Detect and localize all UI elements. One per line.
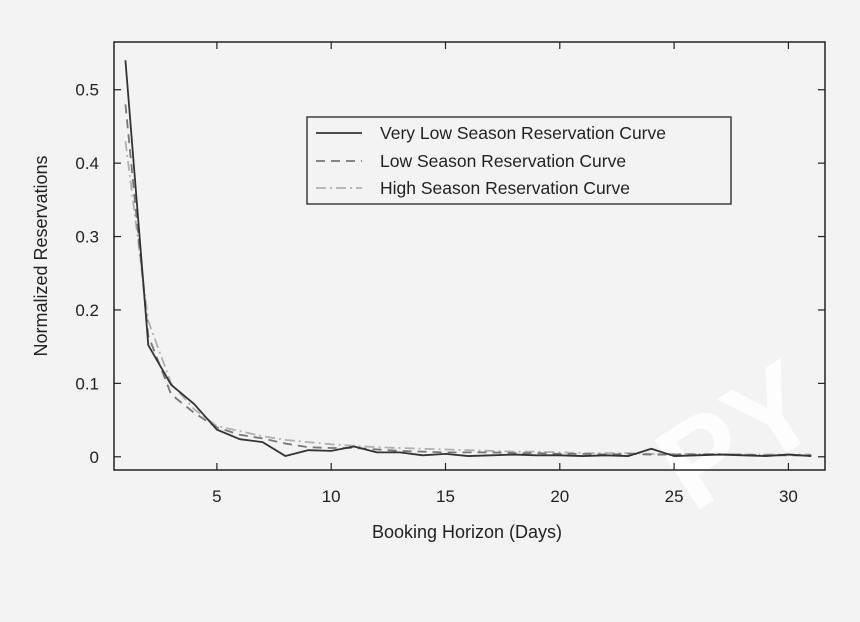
y-tick-label: 0.4 — [75, 154, 99, 173]
x-tick-label: 30 — [779, 487, 798, 506]
legend-label-low: Low Season Reservation Curve — [380, 151, 626, 171]
y-tick-label: 0.5 — [75, 81, 99, 100]
x-tick-label: 5 — [212, 487, 221, 506]
x-tick-label: 15 — [436, 487, 455, 506]
y-tick-label: 0 — [90, 448, 99, 467]
x-axis-title: Booking Horizon (Days) — [372, 522, 562, 542]
y-tick-label: 0.3 — [75, 228, 99, 247]
legend: Very Low Season Reservation Curve Low Se… — [306, 116, 732, 205]
plot-area — [113, 41, 826, 471]
series-line-dashdot — [124, 140, 812, 456]
axis-ticks: 5 10 15 20 25 30 0 0.1 0.2 0.3 0.4 0.5 — [75, 42, 825, 506]
legend-box — [306, 116, 732, 205]
y-axis-title: Normalized Reservations — [31, 155, 51, 356]
x-tick-label: 20 — [550, 487, 569, 506]
x-tick-label: 25 — [665, 487, 684, 506]
legend-label-very-low: Very Low Season Reservation Curve — [380, 123, 666, 143]
series-line-solid — [124, 60, 812, 457]
y-tick-label: 0.2 — [75, 301, 99, 320]
series-lines — [124, 60, 812, 457]
series-line-dashed — [124, 104, 812, 457]
y-tick-label: 0.1 — [75, 374, 99, 393]
x-tick-label: 10 — [322, 487, 341, 506]
legend-label-high: High Season Reservation Curve — [380, 178, 630, 198]
